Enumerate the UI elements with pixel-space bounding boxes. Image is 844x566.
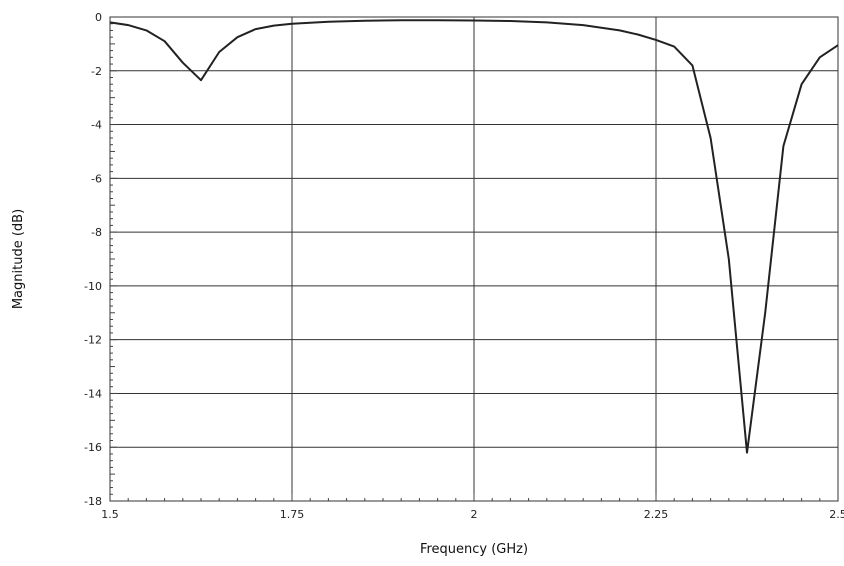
series-layer <box>109 19 839 454</box>
y-tick-label: -18 <box>84 495 102 508</box>
x-tick-label: 1.5 <box>101 508 119 521</box>
x-tick-label: 2.5 <box>829 508 844 521</box>
y-tick-label: -10 <box>84 280 102 293</box>
magnitude-line <box>109 19 839 454</box>
y-tick-label: -6 <box>91 172 102 185</box>
y-tick-label: -8 <box>91 226 102 239</box>
y-tick-label: -14 <box>84 387 102 400</box>
y-axis-label: Magnitude (dB) <box>11 209 26 309</box>
x-tick-labels: 1.5 1.75 2 2.25 2.5 <box>101 508 844 521</box>
y-tick-label: -16 <box>84 441 102 454</box>
x-tick-label: 1.75 <box>280 508 305 521</box>
y-tick-label: -12 <box>84 334 102 347</box>
x-tick-label: 2 <box>471 508 478 521</box>
plot-frame <box>109 16 839 502</box>
x-axis-label: Frequency (GHz) <box>420 542 528 557</box>
y-tick-labels: 0 -2 -4 -6 -8 -10 -12 -14 -16 -18 <box>84 11 102 508</box>
y-tick-label: -4 <box>91 119 102 132</box>
y-tick-label: -2 <box>91 65 102 78</box>
y-tick-label: 0 <box>95 11 102 24</box>
x-tick-label: 2.25 <box>644 508 669 521</box>
